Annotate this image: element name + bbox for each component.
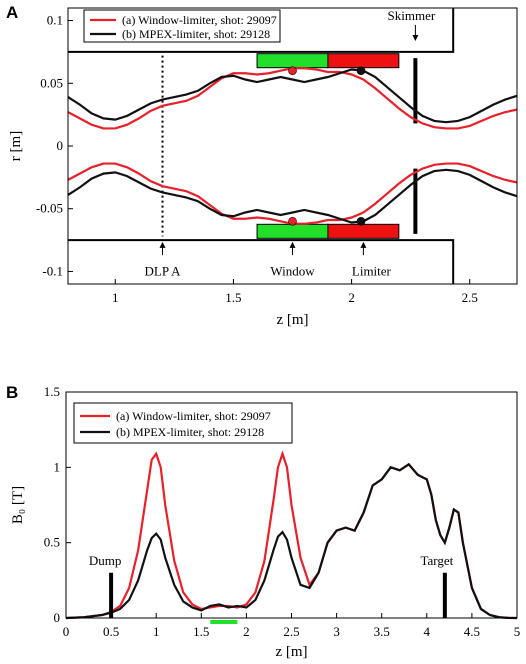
x-tick-label-b: 2 [243,624,250,639]
skimmer-label: Skimmer [388,8,436,23]
x-tick-label-b: 1 [153,624,160,639]
x-tick-label-a: 1.5 [225,290,241,305]
window-bar-b [210,620,238,624]
limiter-block-upper [327,53,400,69]
window-block-upper [256,53,329,69]
window-arrowhead [289,241,296,248]
legend-label-a-0: (a) Window-limiter, shot: 29097 [122,13,277,27]
y-tick-label-b: 1 [54,459,61,474]
y-axis-label-b: B₀ [T] [10,486,26,524]
panel-a-letter: A [6,3,18,22]
y-tick-label-a: 0.1 [47,13,63,28]
series-b-line-1 [65,462,518,620]
y-tick-label-b: 0.5 [44,535,60,550]
y-tick-label-b: 1.5 [44,384,60,399]
legend-label-b-0: (a) Window-limiter, shot: 29097 [116,409,271,423]
dlp-arrowhead [159,241,166,248]
x-axis-label-a: z [m] [276,312,308,328]
chart-b: Dump Target 0 0.5 1 1.5 2 2.5 3 3.5 4 4.5 5 0 0.5 1 1.5 z… [10,384,520,660]
series-a-line-upper-0 [67,67,518,130]
x-tick-label-b: 2.5 [283,624,299,639]
chart-a: 1 1.5 2 2.5 -0.1 -0.05 0 0.05 0.1 z [m] r [m] DLP A… [8,7,518,328]
series-b-line-0 [65,450,518,620]
wall-upper [68,8,455,53]
dump-label: Dump [89,553,122,568]
window-block-lower [256,223,329,239]
legend-box-a [83,9,281,43]
y-axis-label-a: r [m] [8,131,24,161]
skimmer-arrowhead [412,35,419,41]
x-tick-label-a: 2.5 [462,290,478,305]
marker-upper-0 [288,66,297,76]
limiter-label: Limiter [352,263,392,278]
x-tick-label-b: 3.5 [374,624,390,639]
x-tick-label-b: 1.5 [193,624,209,639]
dlp-label: DLP A [145,263,182,278]
x-tick-label-b: 3 [333,624,340,639]
wall-lower [68,239,455,284]
x-tick-label-a: 2 [348,290,355,305]
legend-box-b [73,402,293,444]
marker-upper-1 [356,66,366,76]
x-tick-label-b: 5 [514,624,521,639]
limiter-arrowhead [360,241,367,248]
y-tick-label-a: 0 [57,138,64,153]
x-tick-label-a: 1 [112,290,119,305]
limiter-block-lower [327,223,400,239]
y-tick-label-a: -0.1 [42,263,63,278]
panel-b-letter: B [6,383,18,402]
target-label: Target [420,553,453,568]
x-tick-label-b: 0 [63,624,70,639]
window-label: Window [270,263,315,278]
y-tick-label-a: -0.05 [36,201,63,216]
series-a-line-lower-1 [67,168,518,224]
x-tick-label-b: 0.5 [103,624,119,639]
x-tick-label-b: 4.5 [464,624,480,639]
y-tick-label-b: 0 [54,610,61,625]
legend-label-a-1: (b) MPEX-limiter, shot: 29128 [122,27,270,41]
y-tick-label-a: 0.05 [40,75,63,90]
x-axis-label-b: z [m] [275,644,307,660]
marker-lower-0 [288,216,297,226]
series-a-line-upper-1 [67,68,518,124]
legend-label-b-1: (b) MPEX-limiter, shot: 29128 [116,425,264,439]
x-tick-label-b: 4 [424,624,431,639]
series-a-line-lower-0 [67,162,518,225]
marker-lower-1 [356,216,366,226]
